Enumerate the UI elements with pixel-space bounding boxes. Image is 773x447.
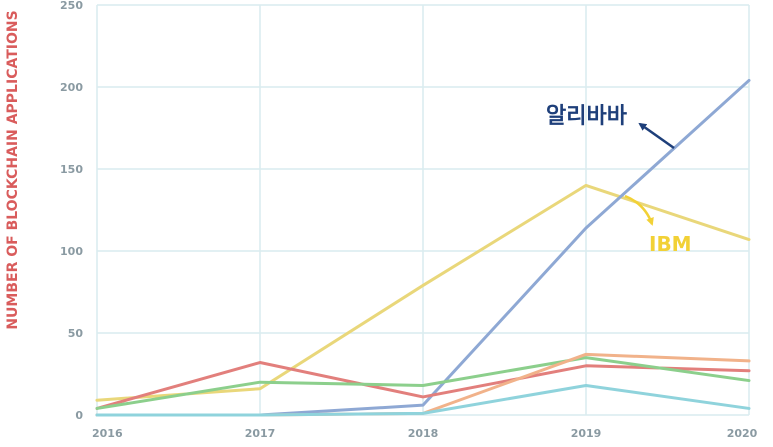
x-tick-label: 2018 [408, 427, 439, 440]
y-tick-label: 0 [75, 409, 83, 422]
y-tick-label: 200 [60, 81, 83, 94]
grid [96, 4, 750, 416]
series-line-3 [95, 356, 751, 410]
annotations: 알리바바 IBM [546, 104, 692, 256]
series-line-0 [95, 183, 751, 402]
alibaba-arrow-icon [638, 122, 675, 150]
y-tick-label: 150 [60, 163, 83, 176]
x-tick-label: 2016 [92, 427, 123, 440]
ibm-annotation: IBM [649, 232, 692, 256]
y-tick-label: 250 [60, 0, 83, 12]
alibaba-annotation: 알리바바 [546, 104, 628, 129]
series-lines [95, 78, 751, 417]
series-line-5 [95, 383, 751, 417]
series-line-2 [95, 361, 751, 410]
y-tick-label: 100 [60, 245, 83, 258]
x-tick-label: 2017 [245, 427, 276, 440]
y-tick-label: 50 [68, 327, 84, 340]
tick-labels: 2016 2017 2018 2019 2020 0 50 100 150 200 250 [60, 0, 758, 440]
ibm-arrow-icon [624, 194, 654, 226]
x-tick-label: 2019 [571, 427, 602, 440]
y-axis-label: NUMBER OF BLOCKCHAIN APPLICATIONS [5, 10, 21, 329]
x-tick-label: 2020 [727, 427, 758, 440]
